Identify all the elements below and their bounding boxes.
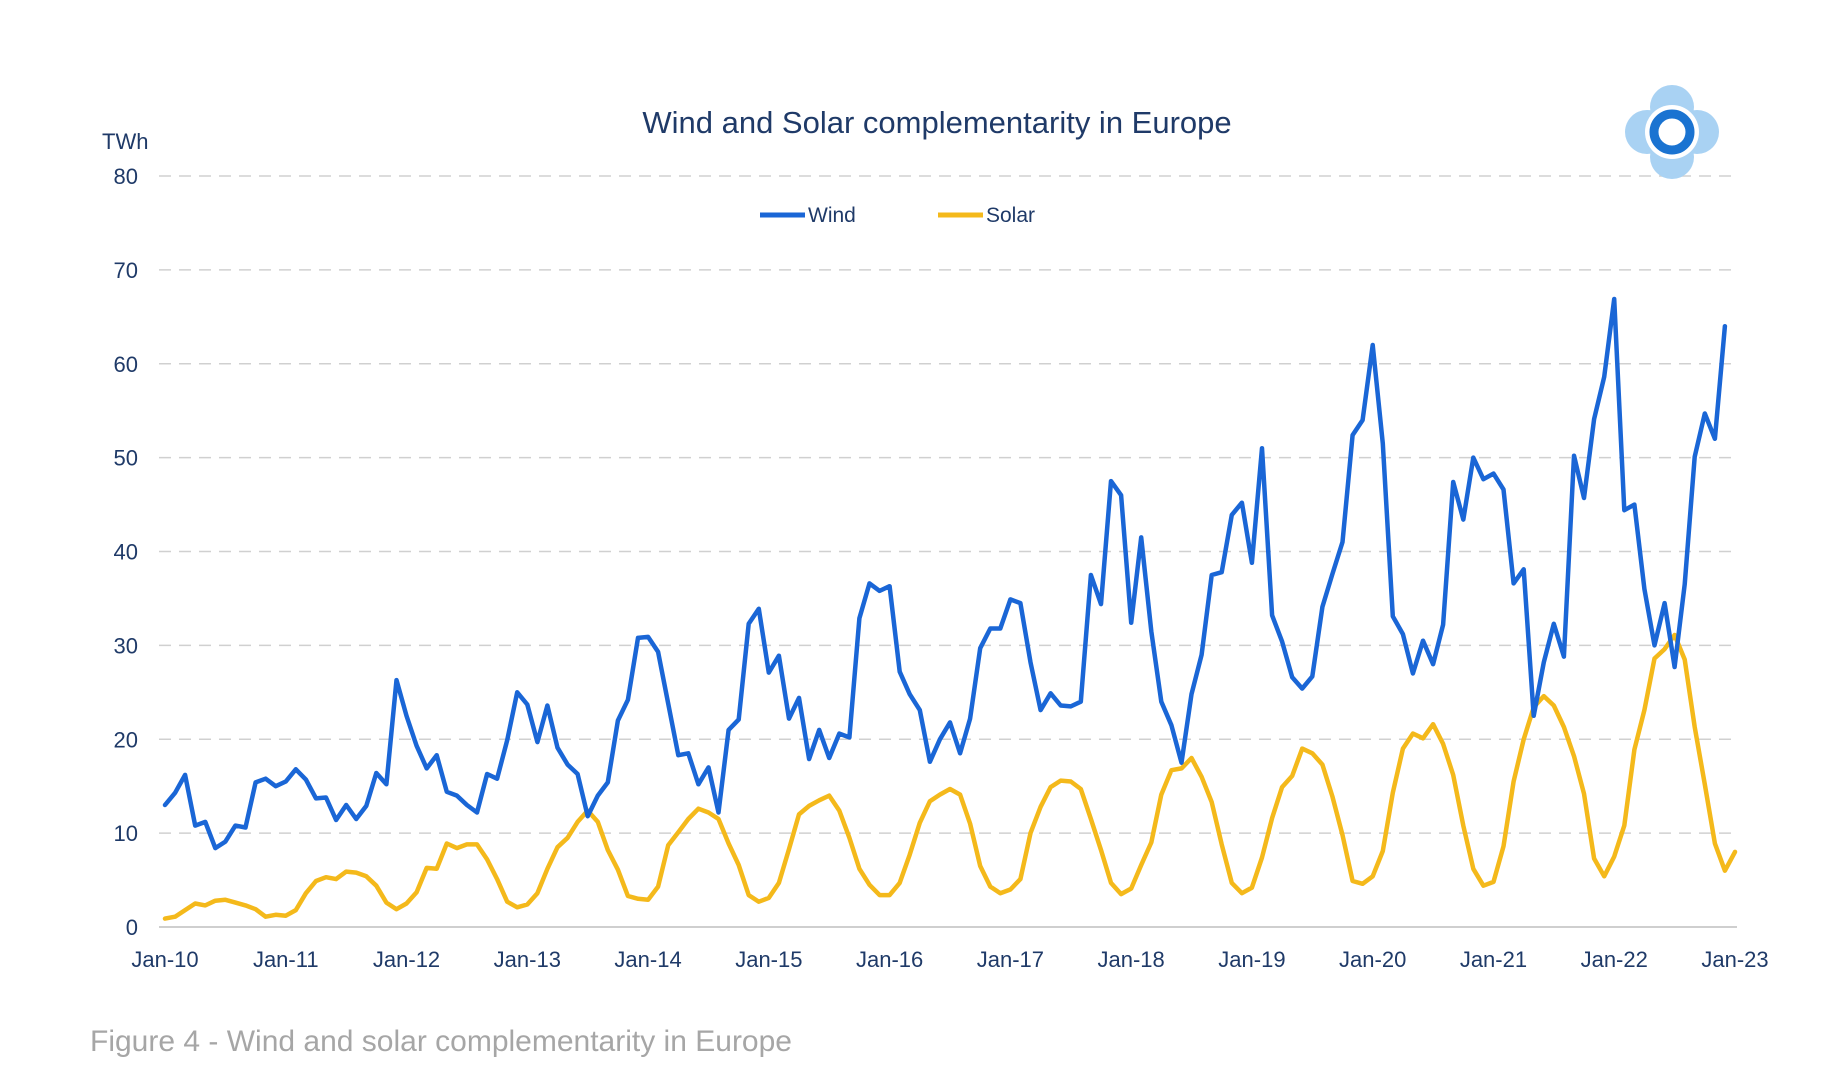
y-axis-label: TWh [102,129,148,154]
y-tick-label: 80 [114,164,138,189]
y-tick-label: 60 [114,352,138,377]
legend-wind-label: Wind [808,204,856,227]
legend-solar-label: Solar [986,204,1035,227]
x-tick-label: Jan-12 [373,947,440,972]
chart: Wind and Solar complementarity in Europe… [102,85,1769,972]
y-tick-label: 50 [114,446,138,471]
y-tick-label: 20 [114,727,138,752]
y-tick-labels: 0 10 20 30 40 50 60 70 80 [114,164,138,940]
x-tick-label: Jan-17 [977,947,1044,972]
legend: Wind Solar [760,204,1035,227]
x-tick-label: Jan-21 [1460,947,1527,972]
x-tick-labels: Jan-10 Jan-11 Jan-12 Jan-13 Jan-14 Jan-15 Jan-… [131,947,1768,972]
x-tick-label: Jan-15 [735,947,802,972]
y-tick-label: 70 [114,258,138,283]
series-line-solar [162,632,1738,921]
x-tick-label: Jan-18 [1098,947,1165,972]
y-tick-label: 30 [114,633,138,658]
y-tick-label: 40 [114,540,138,565]
x-tick-label: Jan-16 [856,947,923,972]
figure-caption: Figure 4 - Wind and solar complementarit… [90,1025,792,1058]
x-tick-label: Jan-22 [1581,947,1648,972]
grid-lines [159,175,1737,834]
x-tick-label: Jan-23 [1701,947,1768,972]
chart-title: Wind and Solar complementarity in Europe [642,105,1231,140]
x-tick-label: Jan-19 [1218,947,1285,972]
logo-icon [1625,85,1719,179]
x-tick-label: Jan-14 [614,947,681,972]
y-tick-label: 10 [114,821,138,846]
series-lines [162,296,1738,921]
x-tick-label: Jan-10 [131,947,198,972]
x-tick-label: Jan-13 [494,947,561,972]
x-tick-label: Jan-20 [1339,947,1406,972]
x-tick-label: Jan-11 [253,947,319,972]
series-line-wind [162,296,1728,851]
y-tick-label: 0 [126,915,138,940]
